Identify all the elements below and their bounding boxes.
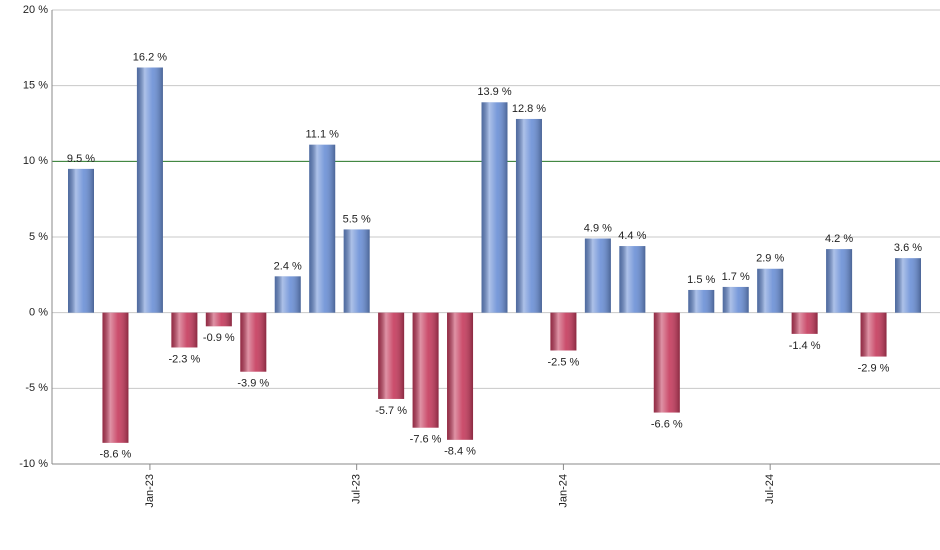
value-label: -8.6 % <box>100 449 132 461</box>
bar-shine <box>619 246 646 313</box>
y-tick-label: 20 % <box>23 4 48 16</box>
value-label: 13.9 % <box>477 86 511 98</box>
y-tick-label: 5 % <box>29 231 48 243</box>
bar-shine <box>688 289 715 313</box>
value-label: -3.9 % <box>237 378 269 390</box>
bar-shine <box>205 312 232 327</box>
bar-shine <box>378 312 405 399</box>
bar-shine <box>274 276 301 313</box>
bar-shine <box>584 238 611 313</box>
value-label: -2.5 % <box>548 356 580 368</box>
value-label: -5.7 % <box>375 405 407 417</box>
bar-shine <box>791 312 818 334</box>
y-tick-label: 0 % <box>29 307 48 319</box>
value-label: -6.6 % <box>651 418 683 430</box>
y-tick-label: -10 % <box>19 458 48 470</box>
value-label: -2.3 % <box>168 353 200 365</box>
value-label: 2.4 % <box>274 260 302 272</box>
value-label: 1.5 % <box>687 274 715 286</box>
x-tick-label: Jan-24 <box>557 474 569 508</box>
value-label: 16.2 % <box>133 51 167 63</box>
bar-shine <box>136 67 163 313</box>
bar-shine <box>757 268 784 313</box>
bar-shine <box>722 286 749 313</box>
value-label: -7.6 % <box>410 434 442 446</box>
value-label: 1.7 % <box>722 271 750 283</box>
value-label: 11.1 % <box>305 129 339 141</box>
value-label: -8.4 % <box>444 446 476 458</box>
value-label: 9.5 % <box>67 153 95 165</box>
bar-shine <box>550 312 577 351</box>
bar-shine <box>826 249 853 313</box>
value-label: 3.6 % <box>894 242 922 254</box>
y-tick-label: 15 % <box>23 80 48 92</box>
bar-shine <box>653 312 680 413</box>
bar-shine <box>171 312 198 348</box>
bar-shine <box>860 312 887 357</box>
y-tick-label: 10 % <box>23 155 48 167</box>
bar-shine <box>515 118 542 313</box>
value-label: 5.5 % <box>343 213 371 225</box>
value-label: -0.9 % <box>203 332 235 344</box>
x-tick-label: Jul-23 <box>351 474 363 504</box>
x-tick-label: Jan-23 <box>144 474 156 508</box>
bar-shine <box>447 312 474 440</box>
y-tick-label: -5 % <box>25 382 48 394</box>
value-label: 2.9 % <box>756 253 784 265</box>
bar-shine <box>412 312 439 428</box>
bar-shine <box>309 144 336 313</box>
value-label: 4.4 % <box>618 230 646 242</box>
bar-shine <box>343 229 370 313</box>
bar-shine <box>481 102 508 313</box>
value-label: -2.9 % <box>858 362 890 374</box>
value-label: 4.9 % <box>584 222 612 234</box>
value-label: 12.8 % <box>512 103 546 115</box>
bar-shine <box>240 312 267 372</box>
bar-shine <box>102 312 129 443</box>
x-tick-label: Jul-24 <box>764 474 776 504</box>
value-label: -1.4 % <box>789 340 821 352</box>
bar-shine <box>68 168 94 313</box>
bar-shine <box>895 258 921 313</box>
value-label: 4.2 % <box>825 233 853 245</box>
